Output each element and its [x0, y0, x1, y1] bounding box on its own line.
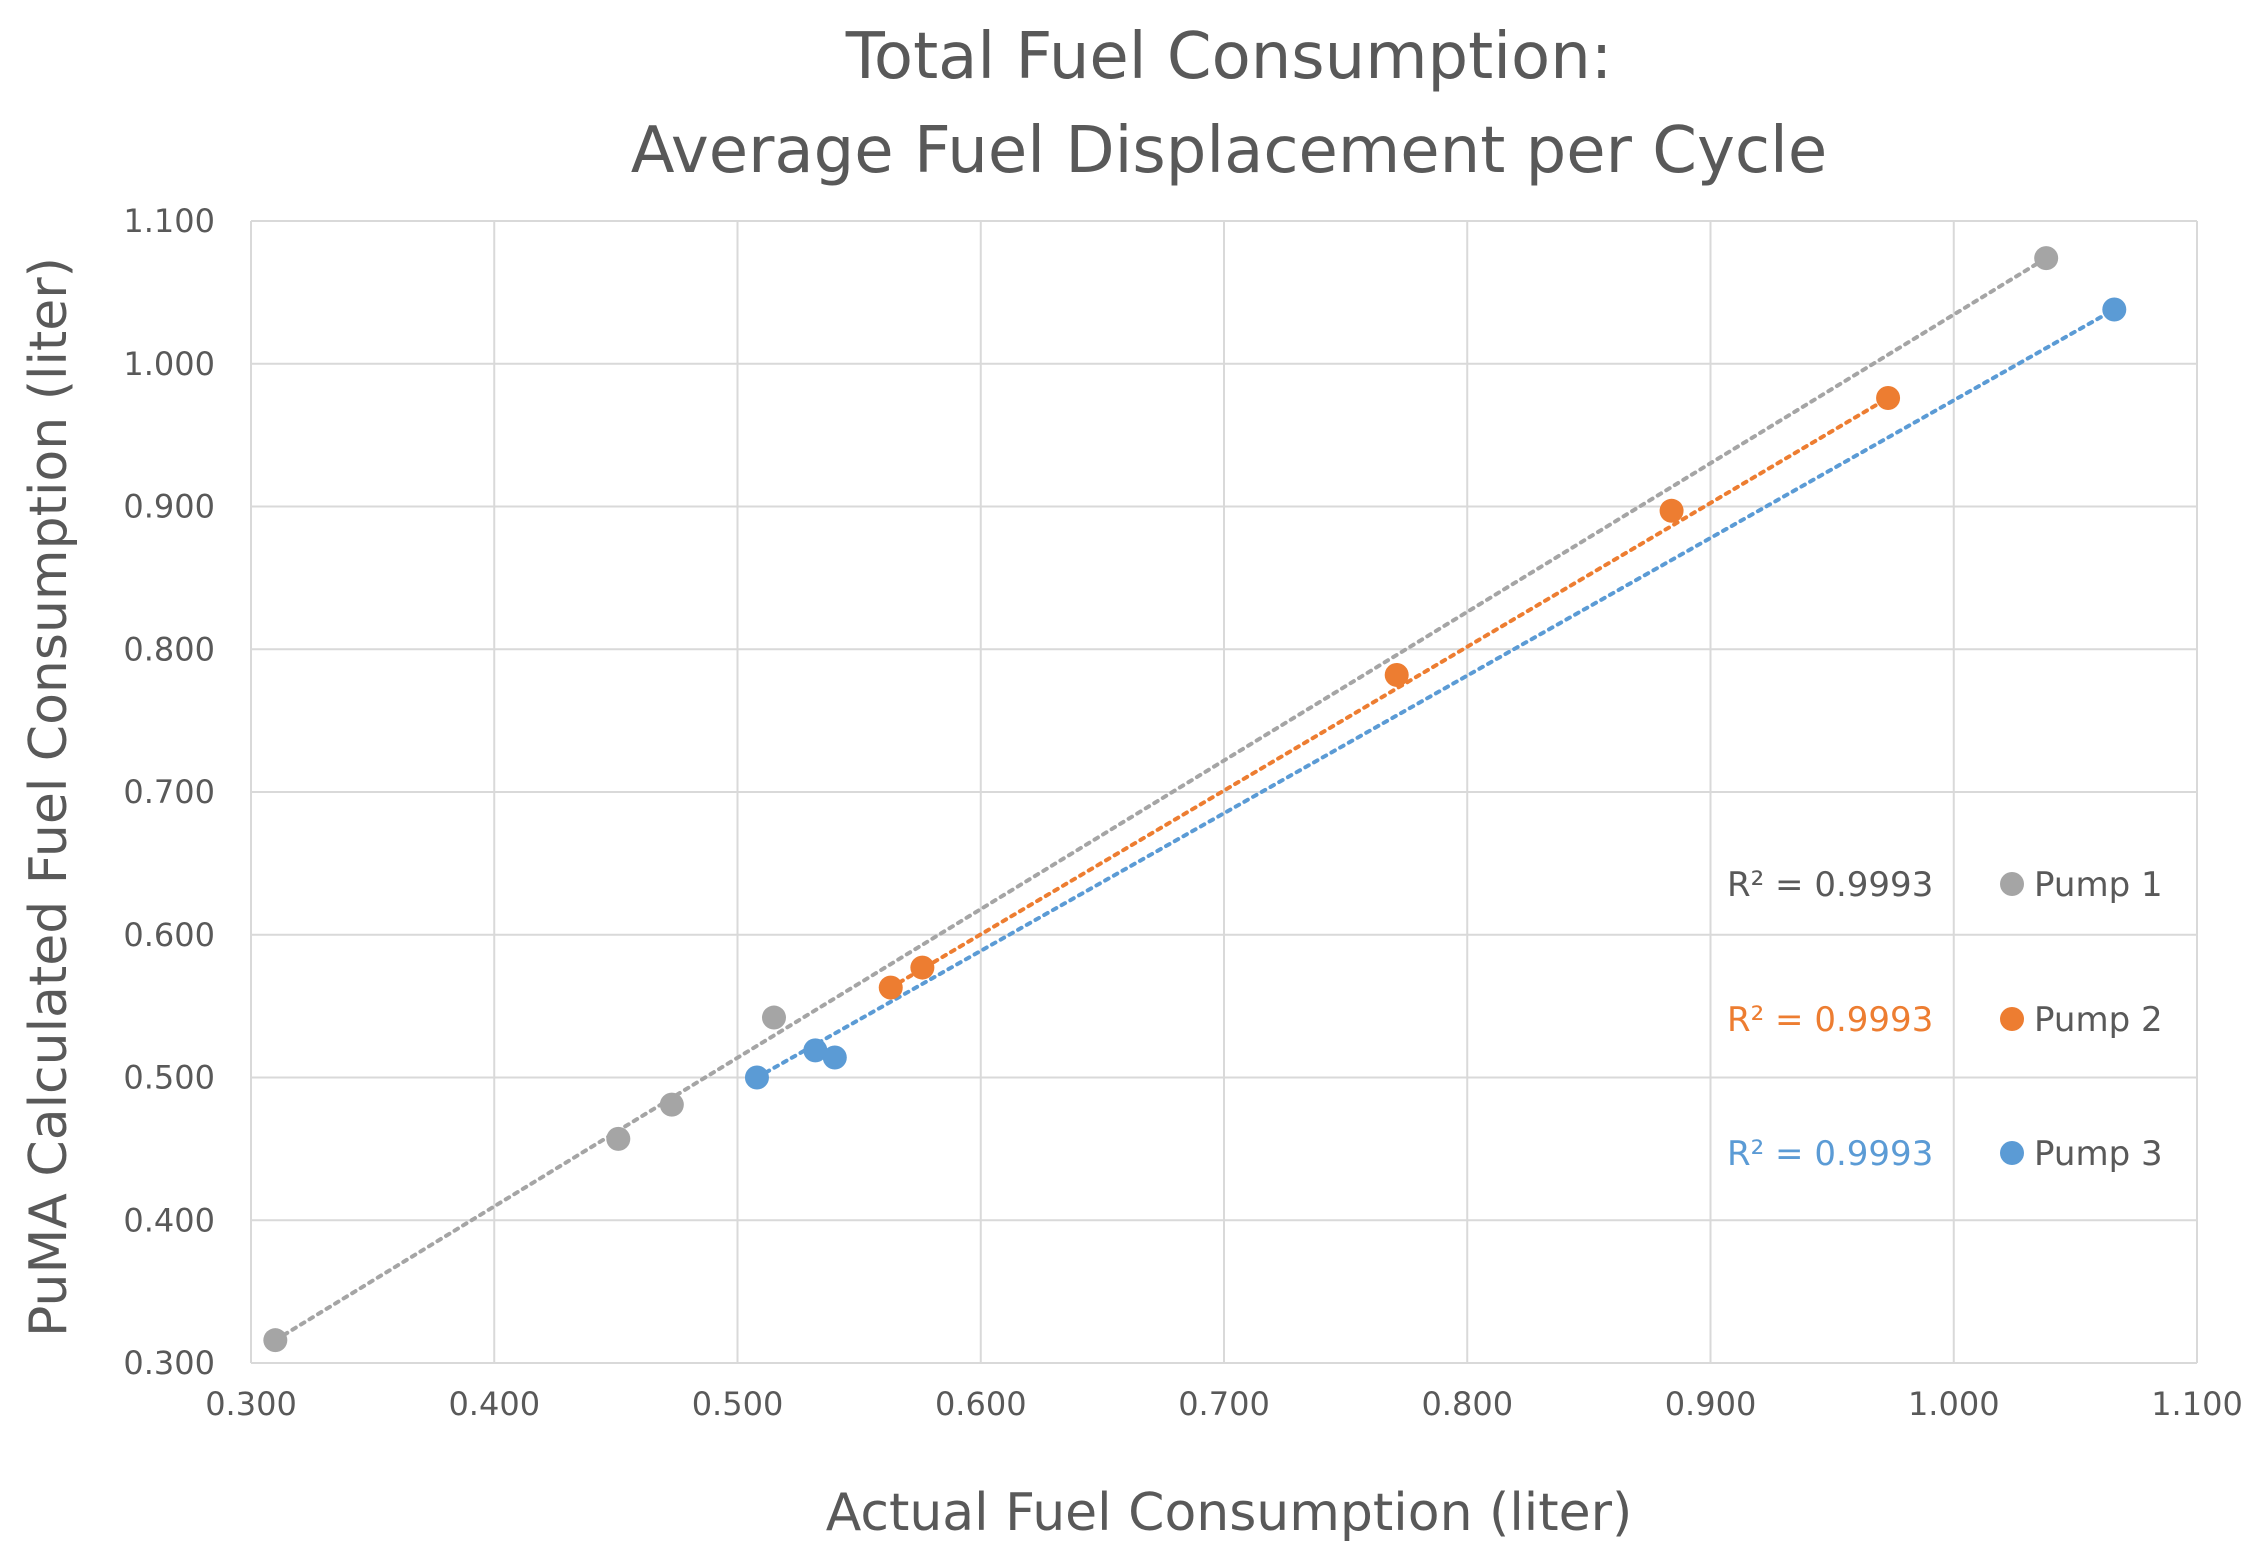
legend-label-pump-3: Pump 3 [2034, 1134, 2163, 1174]
data-point-pump-1 [761, 1005, 786, 1030]
chart-title-line-1: Total Fuel Consumption: [845, 20, 1613, 94]
y-tick-label: 1.100 [123, 202, 215, 240]
chart-title-line-2: Average Fuel Displacement per Cycle [631, 114, 1827, 188]
data-point-pump-1 [263, 1328, 288, 1353]
x-tick-label: 0.400 [448, 1385, 540, 1423]
data-point-pump-2 [1876, 386, 1901, 411]
y-axis-title: PuMA Calculated Fuel Consumption (liter) [19, 257, 79, 1337]
legend: R² = 0.9993 Pump 1 R² = 0.9993 Pump 2 R² = 0… [1727, 865, 2163, 1174]
data-point-pump-3 [822, 1045, 847, 1070]
trendline-pump-1 [273, 256, 2049, 1343]
x-tick-label: 1.100 [2151, 1385, 2243, 1423]
trendlines [273, 256, 2117, 1343]
x-tick-label: 0.800 [1421, 1385, 1513, 1423]
r-squared-label-pump-2: R² = 0.9993 [1727, 1000, 1933, 1040]
data-point-pump-3 [803, 1038, 828, 1063]
y-tick-label: 0.400 [123, 1201, 215, 1239]
legend-label-pump-1: Pump 1 [2034, 865, 2163, 905]
x-tick-label: 0.600 [935, 1385, 1027, 1423]
trendline-pump-2 [888, 396, 1891, 990]
x-tick-label: 0.500 [692, 1385, 784, 1423]
y-tick-label: 0.600 [123, 916, 215, 954]
y-tick-label: 1.000 [123, 345, 215, 383]
y-tick-label: 0.700 [123, 773, 215, 811]
data-point-pump-3 [744, 1065, 769, 1090]
legend-marker-pump-1 [2000, 872, 2024, 896]
data-point-pump-2 [1659, 498, 1684, 523]
data-point-pump-1 [659, 1092, 684, 1117]
data-point-pump-1 [2034, 246, 2059, 271]
legend-marker-pump-2 [2000, 1007, 2024, 1031]
data-point-pump-2 [910, 955, 935, 980]
data-point-pump-1 [606, 1126, 631, 1151]
data-point-pump-2 [1384, 662, 1409, 687]
x-tick-label: 0.900 [1665, 1385, 1757, 1423]
x-tick-label: 0.300 [205, 1385, 297, 1423]
y-tick-label: 0.800 [123, 630, 215, 668]
data-points [263, 246, 2127, 1353]
legend-marker-pump-3 [2000, 1141, 2024, 1165]
y-tick-label: 0.500 [123, 1059, 215, 1097]
chart-title: Total Fuel Consumption: Average Fuel Dis… [631, 20, 1827, 188]
gridlines [250, 220, 2198, 1364]
x-tick-label: 1.000 [1908, 1385, 2000, 1423]
data-point-pump-2 [878, 975, 903, 1000]
r-squared-label-pump-3: R² = 0.9993 [1727, 1134, 1933, 1174]
legend-label-pump-2: Pump 2 [2034, 1000, 2163, 1040]
x-axis-title: Actual Fuel Consumption (liter) [826, 1483, 1633, 1543]
y-tick-label: 0.900 [123, 488, 215, 526]
trendline-pump-3 [754, 307, 2117, 1080]
y-tick-label: 0.300 [123, 1344, 215, 1382]
r-squared-label-pump-1: R² = 0.9993 [1727, 865, 1933, 905]
tick-labels: 0.300 0.400 0.500 0.600 0.700 0.800 0.900 1.000… [123, 202, 2242, 1423]
x-tick-label: 0.700 [1178, 1385, 1270, 1423]
data-point-pump-3 [2102, 297, 2127, 322]
